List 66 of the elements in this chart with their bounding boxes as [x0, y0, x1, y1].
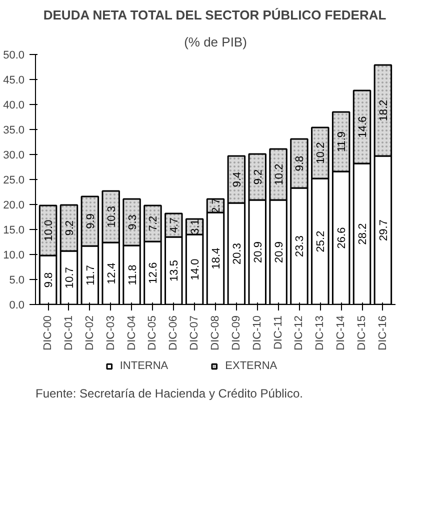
data-label: 9.2	[64, 220, 76, 236]
x-tick-label: DIC-05	[146, 316, 159, 350]
data-label: 7.2	[148, 216, 160, 232]
data-label: 20.3	[231, 243, 244, 264]
data-label: 10.0	[43, 220, 56, 242]
chart-subtitle: (% de PIB)	[184, 34, 247, 50]
data-label: 4.7	[168, 218, 181, 233]
x-tick-label: DIC-07	[188, 316, 201, 350]
x-tick-label: DIC-14	[335, 316, 348, 350]
y-tick-label: 5.0	[9, 274, 25, 286]
data-label: 18.2	[378, 100, 390, 122]
data-label: 18.4	[210, 248, 222, 270]
data-label: 28.2	[357, 223, 370, 245]
data-label: 9.4	[231, 172, 244, 188]
data-label: 25.2	[315, 230, 328, 252]
x-tick-label: DIC-16	[376, 316, 389, 350]
x-tick-label: DIC-03	[104, 316, 117, 350]
chart-title: DEUDA NETA TOTAL DEL SECTOR PÚBLICO FEDERAL	[43, 8, 386, 22]
data-label: 12.4	[106, 262, 118, 284]
data-label: 10.2	[315, 142, 328, 164]
x-tick-label: DIC-12	[293, 316, 306, 350]
x-tick-label: DIC-04	[126, 316, 138, 350]
x-tick-label: DIC-01	[62, 316, 75, 350]
data-label: 10.2	[273, 164, 286, 186]
data-label: 10.7	[64, 267, 76, 288]
y-tick-label: 0.0	[9, 300, 25, 312]
x-tick-label: DIC-06	[168, 316, 180, 350]
data-label: 11.9	[336, 131, 348, 152]
data-label: 9.2	[252, 169, 264, 185]
x-tick-label: DIC-10	[251, 316, 264, 350]
data-label: 3.1	[190, 219, 202, 234]
data-label: 14.0	[190, 258, 202, 280]
data-label: 10.3	[106, 206, 118, 228]
data-label: 20.9	[252, 242, 264, 263]
data-label: 9.8	[43, 272, 56, 288]
y-tick-label: 10.0	[3, 250, 25, 262]
y-tick-label: 35.0	[3, 124, 25, 136]
y-tick-label: 30.0	[3, 150, 25, 162]
y-tick-label: 45.0	[3, 74, 25, 86]
data-label: 9.9	[84, 214, 97, 229]
data-label: 14.6	[357, 116, 370, 138]
x-tick-label: DIC-02	[84, 316, 96, 350]
source-note: Fuente: Secretaría de Hacienda y Crédito Público.	[36, 386, 303, 400]
legend-label: EXTERNA	[225, 360, 278, 372]
x-tick-label: DIC-09	[230, 316, 242, 350]
data-label: 29.7	[378, 220, 390, 241]
data-label: 11.7	[84, 264, 97, 286]
data-label: 11.8	[126, 264, 139, 286]
x-tick-label: DIC-11	[272, 315, 284, 350]
data-label: 26.6	[336, 227, 348, 249]
y-tick-label: 15.0	[3, 224, 25, 236]
x-tick-label: DIC-13	[314, 316, 326, 350]
data-label: 9.3	[126, 214, 139, 230]
y-tick-label: 25.0	[3, 174, 25, 186]
data-label: 23.3	[294, 236, 306, 257]
y-tick-label: 40.0	[3, 100, 25, 112]
data-label: 12.6	[148, 262, 160, 284]
y-tick-label: 20.0	[3, 200, 25, 212]
y-tick-label: 50.0	[3, 50, 25, 62]
legend-label: INTERNA	[120, 360, 168, 372]
data-label: 9.8	[294, 156, 306, 172]
x-tick-label: DIC-08	[210, 316, 222, 350]
data-label: 20.9	[273, 242, 286, 263]
x-tick-label: DIC-00	[42, 316, 54, 350]
x-tick-label: DIC-15	[356, 316, 368, 350]
data-label: 13.5	[168, 260, 181, 282]
